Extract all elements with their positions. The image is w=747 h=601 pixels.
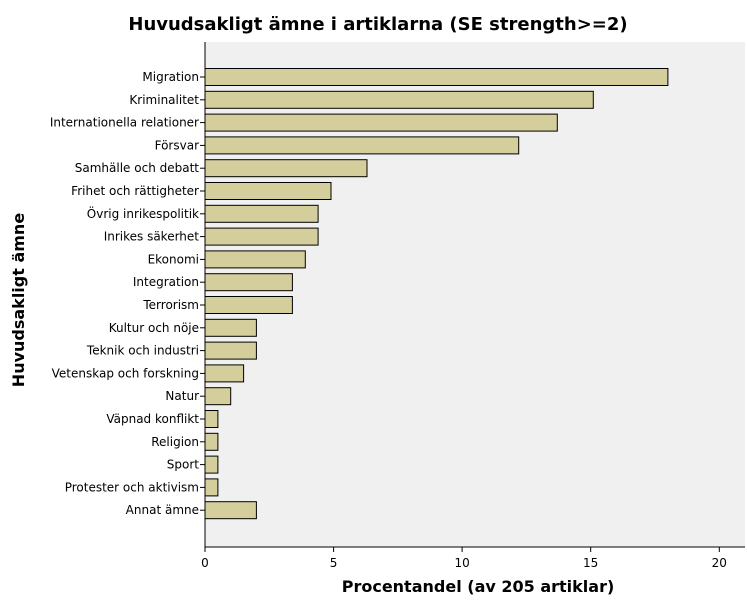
category-label-5: Samhälle och debatt [75,161,200,175]
bar-7 [204,204,319,223]
category-label-9: Ekonomi [148,252,199,266]
category-label-17: Religion [151,435,199,449]
category-label-11: Terrorism [142,298,199,312]
x-tick-label-3: 10 [454,556,469,570]
bar-6 [204,182,332,200]
bar-20 [204,501,257,520]
category-label-15: Natur [165,389,199,403]
bar-9 [204,250,306,269]
bar-14 [204,364,245,383]
bar-11 [204,296,293,314]
x-tick-label-5: 20 [712,556,727,570]
bar-16 [204,410,219,428]
category-label-4: Försvar [155,138,199,152]
category-label-12: Kultur och nöje [109,321,199,335]
bar-19 [204,478,219,497]
category-label-6: Frihet och rättigheter [71,184,199,198]
category-label-19: Protester och aktivism [65,480,199,494]
y-axis-title: Huvudsakligt ämne [9,213,28,388]
category-label-18: Sport [167,458,200,472]
bar-18 [204,455,219,474]
bar-3 [204,113,558,132]
x-tick-label-4: 15 [583,556,598,570]
chart-title: Huvudsakligt ämne i artiklarna (SE stren… [128,14,627,35]
bar-2 [204,90,594,109]
bar-12 [204,318,257,337]
category-label-7: Övrig inrikespolitik [87,205,199,221]
category-label-8: Inrikes säkerhet [104,230,200,244]
bar-8 [204,227,319,246]
bar-17 [204,432,219,451]
x-ticks-group: 0 5 10 15 20 [201,547,727,570]
category-label-20: Annat ämne [126,503,199,517]
category-label-14: Vetenskap och forskning [52,366,199,380]
category-label-16: Väpnad konflikt [106,412,199,426]
category-label-13: Teknik och industri [86,344,199,358]
category-label-1: Migration [142,70,199,84]
x-tick-label-2: 5 [330,556,338,570]
bar-13 [204,341,257,360]
category-label-3: Internationella relationer [50,116,199,130]
bar-15 [204,387,232,406]
bar-5 [204,159,368,178]
x-tick-label-1: 0 [201,556,209,570]
bar-1 [204,68,669,86]
bar-4 [204,136,520,155]
category-label-10: Integration [133,275,199,289]
x-axis-title: Procentandel (av 205 artiklar) [342,577,615,596]
category-labels-group: Migration Kriminalitet Internationella rel… [50,70,205,517]
bar-10 [204,273,293,292]
category-label-2: Kriminalitet [129,93,199,107]
